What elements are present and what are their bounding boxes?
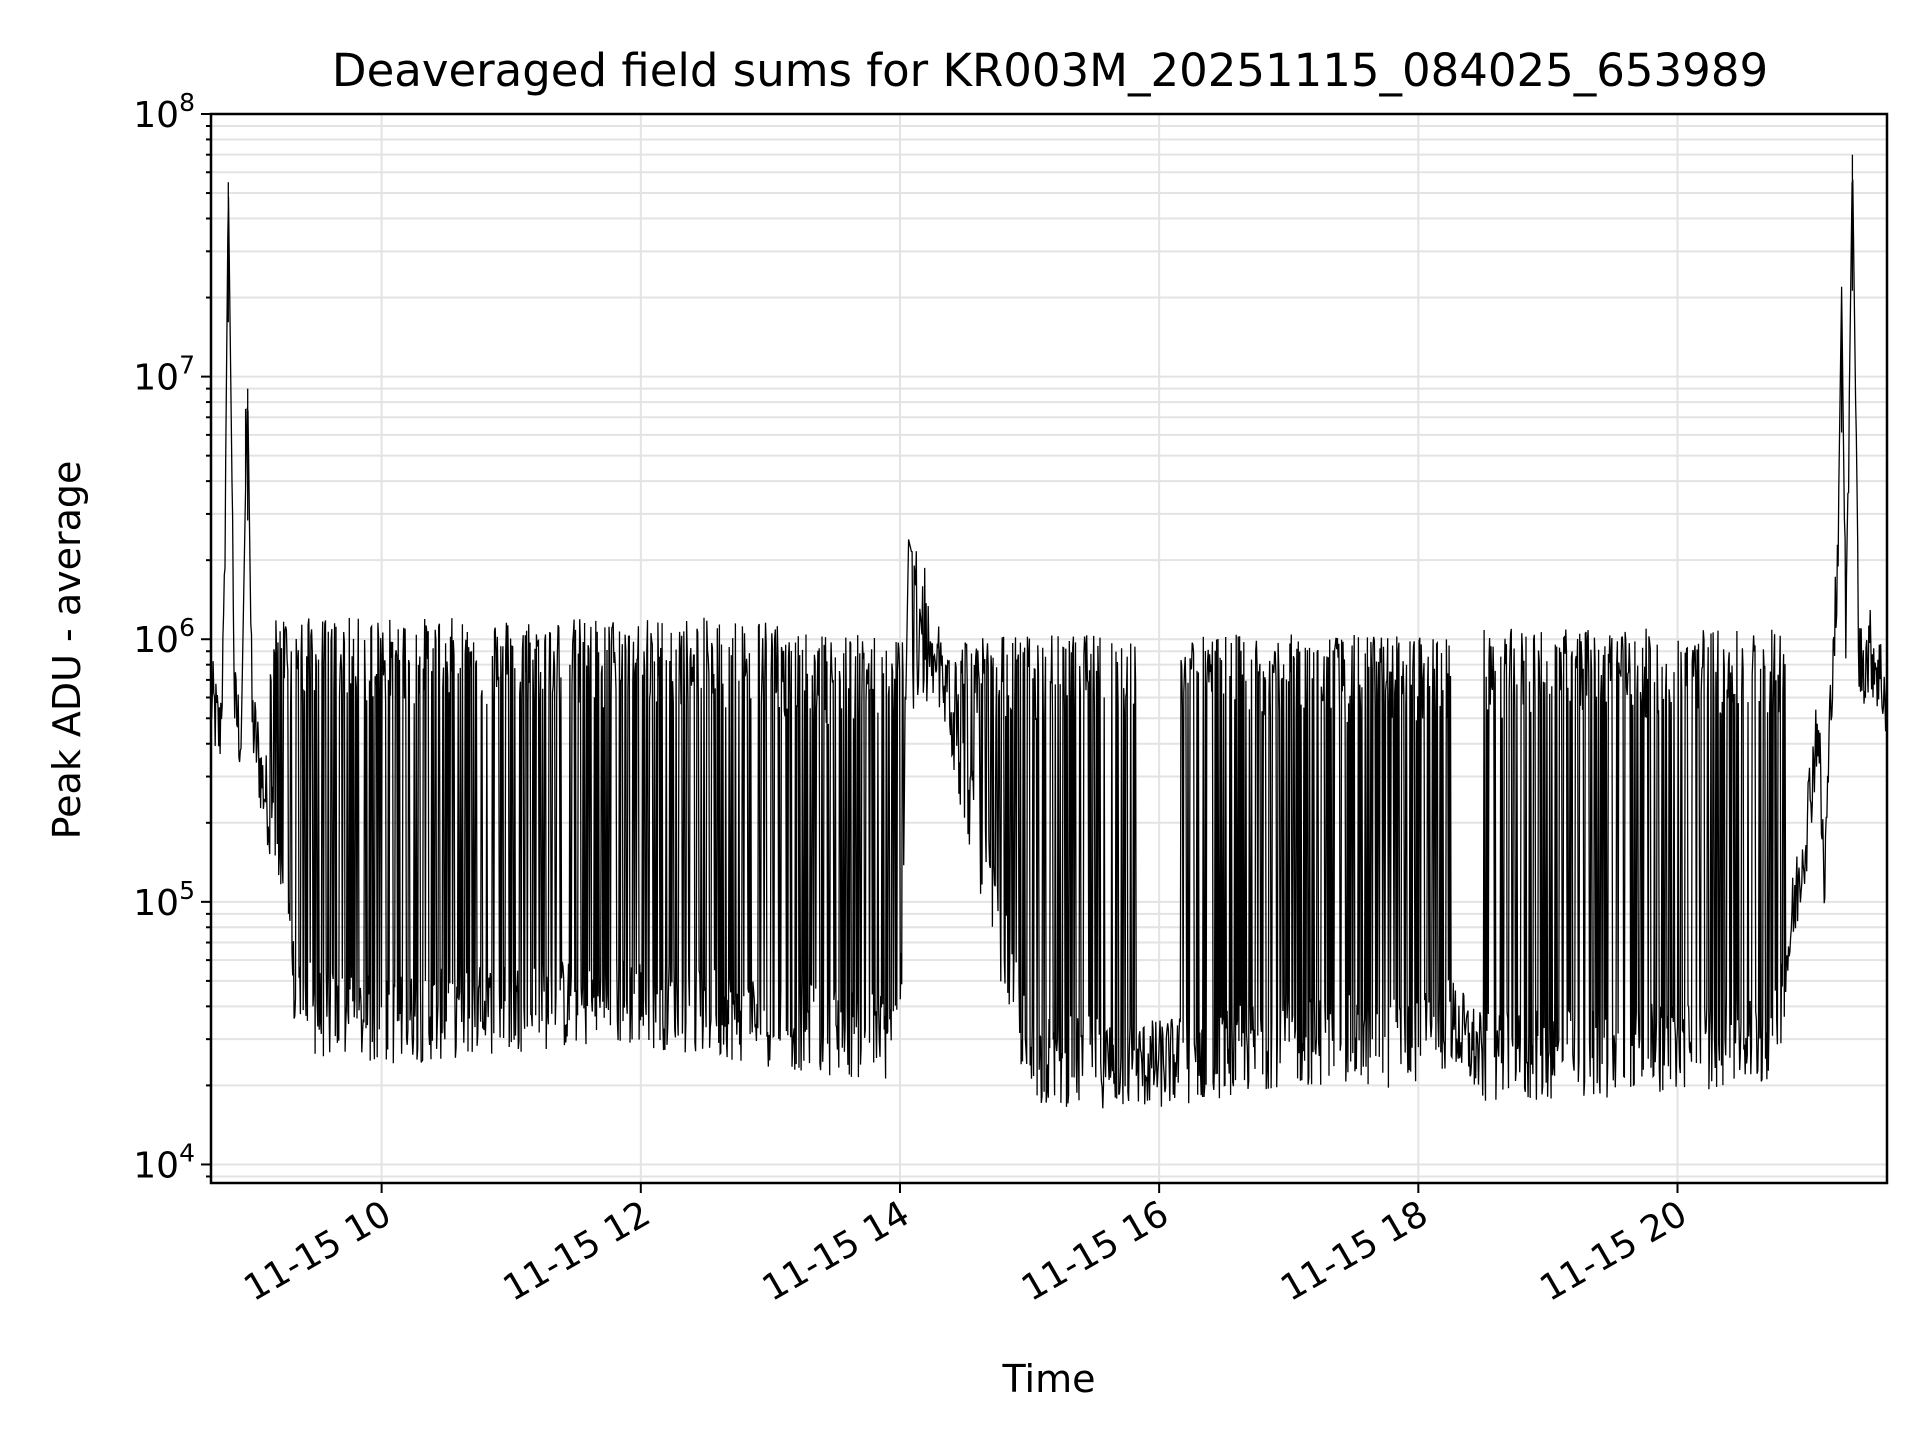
plot-frame (209, 112, 1889, 1185)
y-tick-label: 106 (133, 613, 195, 661)
plot-area (209, 112, 1889, 1185)
series-layer (210, 154, 1888, 1109)
y-axis: 104 105 106 107 108 (133, 88, 211, 1186)
series-line (210, 154, 1888, 1109)
y-axis-label: Peak ADU - average (45, 461, 89, 840)
y-tick-label: 107 (133, 351, 195, 399)
y-tick-label: 105 (133, 876, 195, 924)
y-tick-label: 104 (133, 1138, 195, 1186)
chart-title: Deaveraged field sums for KR003M_2025111… (332, 44, 1768, 97)
y-tick-label: 108 (133, 88, 195, 136)
x-axis-label: Time (1002, 1357, 1096, 1401)
